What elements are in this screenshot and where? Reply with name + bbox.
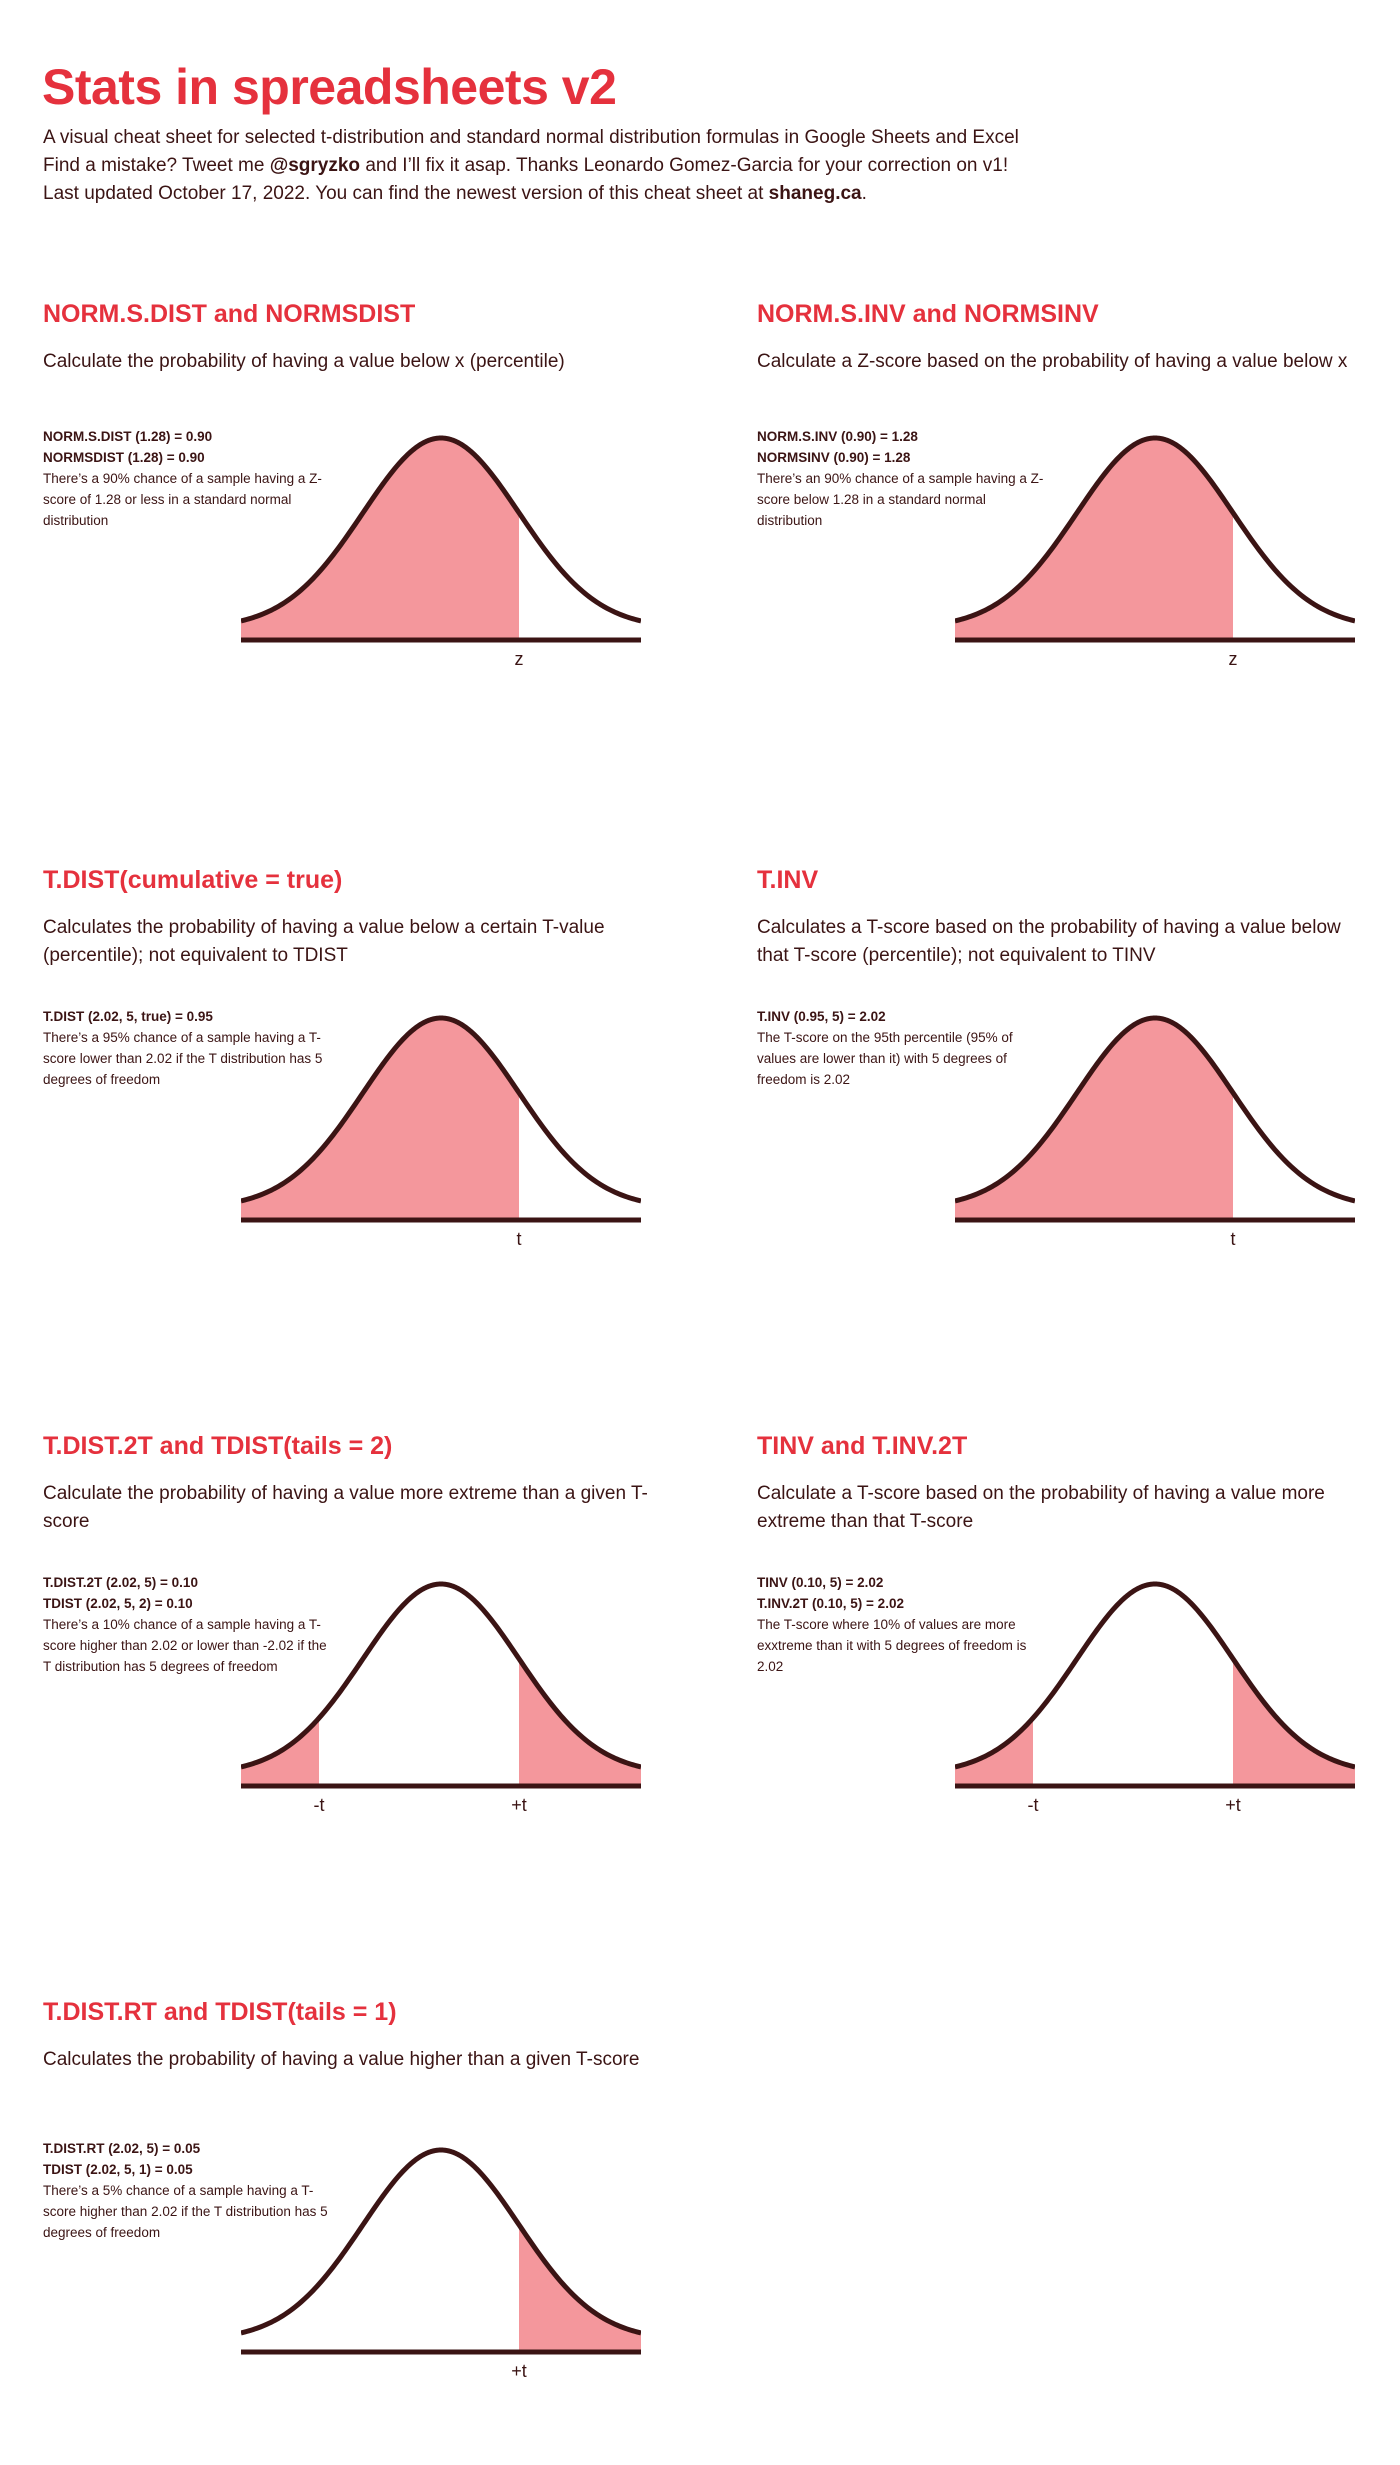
formula-result: T.DIST.RT (2.02, 5) = 0.05 — [43, 2141, 201, 2156]
distribution-curve: t — [241, 1015, 641, 1246]
panel-card: TINV and T.INV.2T Calculate a T-score bas… — [757, 1432, 1400, 1852]
panel-card: T.INV Calculates a T-score based on the p… — [757, 866, 1400, 1286]
formula-result: TINV (0.10, 5) = 2.02 — [757, 1575, 884, 1590]
shaded-area-left — [241, 1018, 519, 1218]
distribution-curve: -t +t — [241, 1581, 641, 1812]
shaded-area-left — [955, 438, 1233, 638]
update-line: Last updated October 17, 2022. You can f… — [43, 180, 1019, 208]
panel-title: NORM.S.INV and NORMSINV — [757, 300, 1099, 328]
formula-notes: T.DIST (2.02, 5, true) = 0.95 There’s a 9… — [43, 1006, 333, 1090]
formula-explanation: There’s a 90% chance of a sample having … — [43, 471, 322, 528]
thanks-text: and I’ll fix it asap. Thanks Leonardo Go… — [360, 155, 1009, 176]
distribution-curve: z — [955, 435, 1355, 666]
formula-result: NORMSDIST (1.28) = 0.90 — [43, 450, 205, 465]
feedback-text: Find a mistake? Tweet me — [43, 155, 270, 176]
update-end: . — [861, 183, 867, 204]
bell-curve-line — [241, 435, 641, 624]
formula-result: TDIST (2.02, 5, 1) = 0.05 — [43, 2162, 193, 2177]
formula-result: T.INV.2T (0.10, 5) = 2.02 — [757, 1596, 904, 1611]
panel-card: T.DIST(cumulative = true) Calculates the … — [43, 866, 703, 1286]
distribution-curve: +t — [241, 2147, 641, 2378]
formula-explanation: There’s a 5% chance of a sample having a… — [43, 2183, 328, 2240]
subtitle: A visual cheat sheet for selected t-dist… — [43, 127, 1019, 148]
panel-title: T.DIST(cumulative = true) — [43, 866, 343, 894]
update-text: Last updated October 17, 2022. You can f… — [43, 183, 769, 204]
shaded-area-right — [519, 2224, 641, 2350]
bell-curve-line — [241, 1015, 641, 1204]
shaded-tail-right — [519, 1658, 641, 1784]
formula-result: T.DIST.2T (2.02, 5) = 0.10 — [43, 1575, 198, 1590]
bell-curve-line — [955, 1015, 1355, 1204]
axis-label-right: +t — [511, 1795, 527, 1812]
formula-notes: TINV (0.10, 5) = 2.02 T.INV.2T (0.10, 5) … — [757, 1572, 1047, 1677]
distribution-curve: -t +t — [955, 1581, 1355, 1812]
panel-description: Calculates the probability of having a v… — [43, 917, 605, 966]
bell-curve-line — [955, 1581, 1355, 1770]
shaded-tail-right — [1233, 1658, 1355, 1784]
formula-explanation: There’s a 95% chance of a sample having … — [43, 1030, 323, 1087]
formula-explanation: The T-score on the 95th percentile (95% … — [757, 1030, 1013, 1087]
axis-label-right: +t — [511, 2361, 527, 2378]
formula-notes: NORM.S.INV (0.90) = 1.28 NORMSINV (0.90) … — [757, 426, 1047, 531]
panel-card: NORM.S.DIST and NORMSDIST Calculate the p… — [43, 300, 703, 720]
axis-label-right: t — [1230, 1229, 1235, 1246]
formula-result: NORM.S.INV (0.90) = 1.28 — [757, 429, 918, 444]
panel-title: TINV and T.INV.2T — [757, 1432, 968, 1460]
shaded-tail-left — [955, 1718, 1033, 1784]
panel-title: T.DIST.RT and TDIST(tails = 1) — [43, 1998, 397, 2026]
panel-title: NORM.S.DIST and NORMSDIST — [43, 300, 416, 328]
panel-description: Calculate a T-score based on the probabi… — [757, 1483, 1325, 1532]
distribution-curve: t — [955, 1015, 1355, 1246]
panel-description: Calculate the probability of having a va… — [43, 351, 565, 372]
bell-curve-line — [955, 435, 1355, 624]
formula-result: T.DIST (2.02, 5, true) = 0.95 — [43, 1009, 213, 1024]
twitter-handle-link[interactable]: @sgryzko — [269, 155, 361, 176]
panel-description: Calculate a Z-score based on the probabi… — [757, 351, 1348, 372]
axis-label-left: -t — [314, 1795, 325, 1812]
axis-label-right: +t — [1225, 1795, 1241, 1812]
formula-result: NORM.S.DIST (1.28) = 0.90 — [43, 429, 213, 444]
panel-description: Calculate the probability of having a va… — [43, 1483, 648, 1532]
formula-notes: T.INV (0.95, 5) = 2.02 The T-score on the… — [757, 1006, 1047, 1090]
formula-result: NORMSINV (0.90) = 1.28 — [757, 450, 911, 465]
formula-notes: T.DIST.2T (2.02, 5) = 0.10 TDIST (2.02, 5… — [43, 1572, 333, 1677]
axis-label-right: z — [515, 649, 524, 666]
formula-explanation: There’s an 90% chance of a sample having… — [757, 471, 1044, 528]
intro: A visual cheat sheet for selected t-dist… — [43, 124, 1019, 208]
axis-label-left: -t — [1028, 1795, 1039, 1812]
axis-label-right: z — [1229, 649, 1238, 666]
panel-card: NORM.S.INV and NORMSINV Calculate a Z-sco… — [757, 300, 1400, 720]
panel-description: Calculates a T-score based on the probab… — [757, 917, 1341, 966]
formula-result: TDIST (2.02, 5, 2) = 0.10 — [43, 1596, 193, 1611]
website-link[interactable]: shaneg.ca — [768, 183, 862, 204]
panel-title: T.INV — [757, 866, 819, 894]
shaded-tail-left — [241, 1718, 319, 1784]
panel-title: T.DIST.2T and TDIST(tails = 2) — [43, 1432, 393, 1460]
panel-description: Calculates the probability of having a v… — [43, 2049, 640, 2070]
shaded-area-left — [241, 438, 519, 638]
bell-curve-line — [241, 1581, 641, 1770]
formula-explanation: The T-score where 10% of values are more… — [757, 1617, 1027, 1674]
panel-card: T.DIST.2T and TDIST(tails = 2) Calculate … — [43, 1432, 703, 1852]
bell-curve-line — [241, 2147, 641, 2336]
page-title: Stats in spreadsheets v2 — [42, 59, 617, 115]
axis-label-right: t — [516, 1229, 521, 1246]
formula-notes: T.DIST.RT (2.02, 5) = 0.05 TDIST (2.02, 5… — [43, 2138, 333, 2243]
formula-result: T.INV (0.95, 5) = 2.02 — [757, 1009, 886, 1024]
panel-card: T.DIST.RT and TDIST(tails = 1) Calculates… — [43, 1998, 703, 2418]
formula-explanation: There’s a 10% chance of a sample having … — [43, 1617, 327, 1674]
feedback-line: Find a mistake? Tweet me @sgryzko and I’… — [43, 152, 1019, 180]
shaded-area-left — [955, 1018, 1233, 1218]
formula-notes: NORM.S.DIST (1.28) = 0.90 NORMSDIST (1.28… — [43, 426, 333, 531]
distribution-curve: z — [241, 435, 641, 666]
